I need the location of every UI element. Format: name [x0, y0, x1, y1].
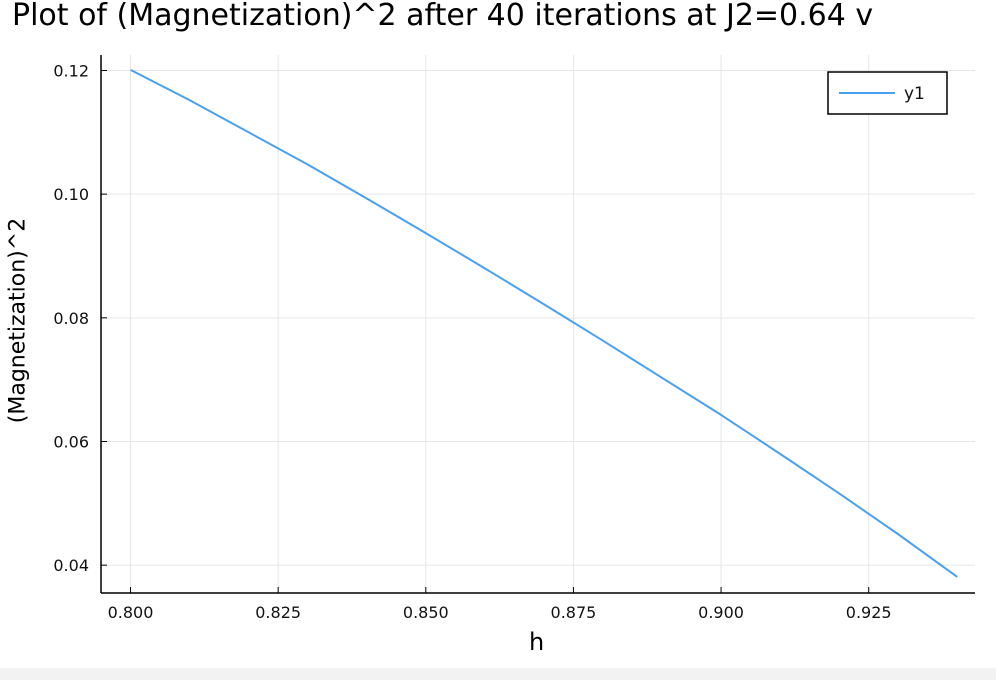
y-tick-label: 0.10 [53, 185, 89, 204]
legend: y1 [827, 71, 948, 115]
y-ticks: 0.04 0.06 0.08 0.10 0.12 [53, 61, 107, 575]
legend-label-y1: y1 [904, 84, 925, 104]
x-tick-label: 0.925 [846, 603, 892, 622]
axes [100, 55, 975, 594]
chart-title: Plot of (Magnetization)^2 after 40 itera… [12, 0, 874, 33]
x-tick-label: 0.800 [108, 603, 154, 622]
y-tick-label: 0.06 [53, 432, 89, 451]
y-tick-label: 0.08 [53, 309, 89, 328]
x-tick-label: 0.900 [698, 603, 744, 622]
y-tick-label: 0.12 [53, 61, 89, 80]
x-tick-label: 0.850 [403, 603, 449, 622]
grid-lines [101, 55, 975, 593]
y-axis-label: (Magnetization)^2 [5, 217, 31, 424]
series-line-y1 [130, 68, 958, 578]
y-tick-label: 0.04 [53, 556, 89, 575]
x-tick-label: 0.875 [551, 603, 597, 622]
x-tick-label: 0.825 [255, 603, 301, 622]
x-axis-label: h [529, 628, 545, 656]
series-lines [130, 68, 958, 578]
x-ticks: 0.800 0.825 0.850 0.875 0.900 0.925 [108, 587, 892, 622]
